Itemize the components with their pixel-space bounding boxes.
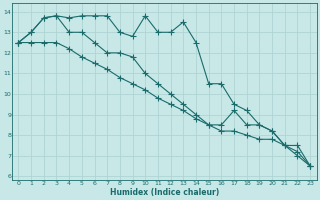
- X-axis label: Humidex (Indice chaleur): Humidex (Indice chaleur): [110, 188, 219, 197]
